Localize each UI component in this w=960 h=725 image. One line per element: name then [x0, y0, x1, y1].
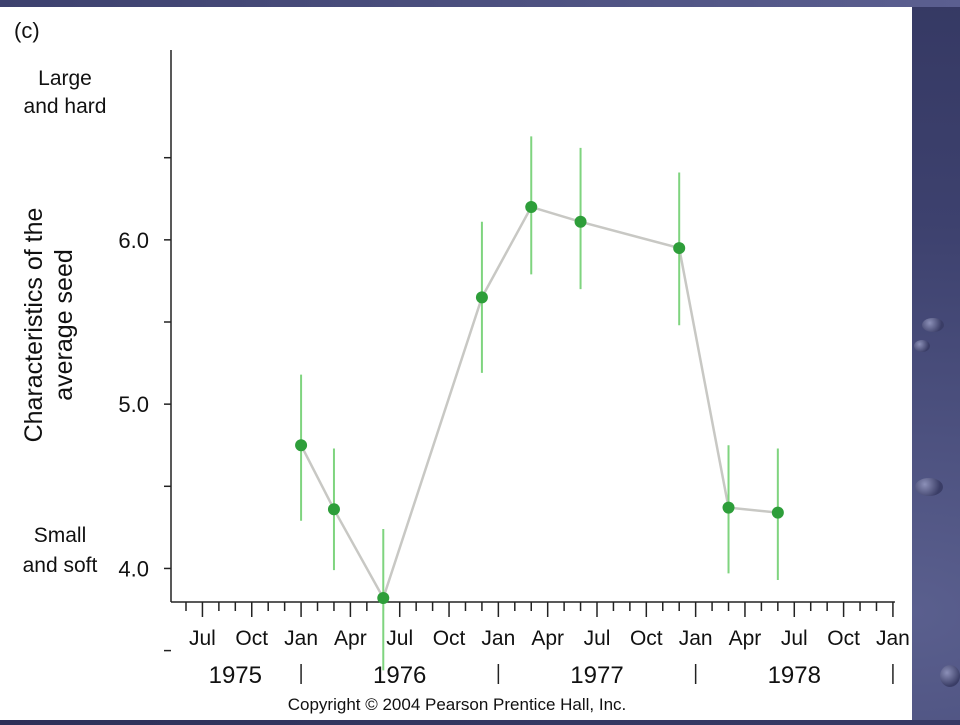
background-bead [915, 478, 943, 496]
y-axis-title: Characteristics of the average seed [20, 208, 78, 443]
data-point [295, 439, 308, 452]
series-line [299, 205, 778, 602]
seed-characteristics-chart: (c) Characteristics of the average seed … [14, 18, 910, 714]
y-bottom-label-line1: Small [34, 524, 87, 547]
y-tick-label: 6.0 [118, 228, 149, 253]
x-month-label: Jul [386, 627, 413, 650]
x-month-label: Jul [781, 627, 808, 650]
panel-label: (c) [14, 18, 40, 43]
x-month-label: Apr [729, 627, 762, 650]
y-axis-title-line2: average seed [50, 249, 78, 401]
x-month-label: Jan [481, 627, 515, 650]
background-bead [914, 340, 930, 352]
y-tick-label: 4.0 [118, 556, 149, 581]
x-year-label: 1976 [373, 662, 426, 689]
x-year-label: 1975 [209, 662, 262, 689]
x-month-label: Apr [531, 627, 564, 650]
x-month-label: Apr [334, 627, 367, 650]
x-year-label: 1978 [768, 662, 821, 689]
data-point [377, 592, 390, 605]
x-month-label: Jul [189, 627, 216, 650]
x-year-label: 1977 [570, 662, 623, 689]
data-point [771, 506, 784, 519]
data-point [327, 503, 340, 516]
x-month-label: Jan [876, 627, 910, 650]
x-month-label: Jul [584, 627, 611, 650]
background-bead [940, 665, 960, 687]
data-point [673, 242, 686, 255]
x-month-label: Oct [827, 627, 860, 650]
x-month-label: Jan [679, 627, 713, 650]
y-top-label-line2: and hard [24, 95, 107, 118]
data-point [475, 291, 488, 304]
data-marks [295, 136, 784, 671]
data-point [525, 200, 538, 213]
x-month-label: Oct [433, 627, 466, 650]
x-axis: Jul Oct Jan Apr Jul Oct Jan Apr Jul Oct Jan Apr Jul O… [171, 601, 910, 689]
y-top-label-line1: Large [38, 67, 92, 90]
copyright-text: Copyright © 2004 Pearson Prentice Hall, … [288, 695, 627, 714]
y-bottom-label-line2: and soft [23, 554, 98, 577]
y-axis-title-line1: Characteristics of the [20, 208, 48, 443]
x-month-label: Jan [284, 627, 318, 650]
data-point [574, 215, 587, 228]
background-bead [922, 318, 944, 332]
data-point [722, 501, 735, 514]
y-axis: 4.0 5.0 6.0 [118, 50, 172, 652]
y-tick-label: 5.0 [118, 392, 149, 417]
slide-top-band [0, 0, 960, 7]
slide: (c) Characteristics of the average seed … [0, 7, 912, 720]
x-month-label: Oct [630, 627, 663, 650]
x-month-label: Oct [235, 627, 268, 650]
